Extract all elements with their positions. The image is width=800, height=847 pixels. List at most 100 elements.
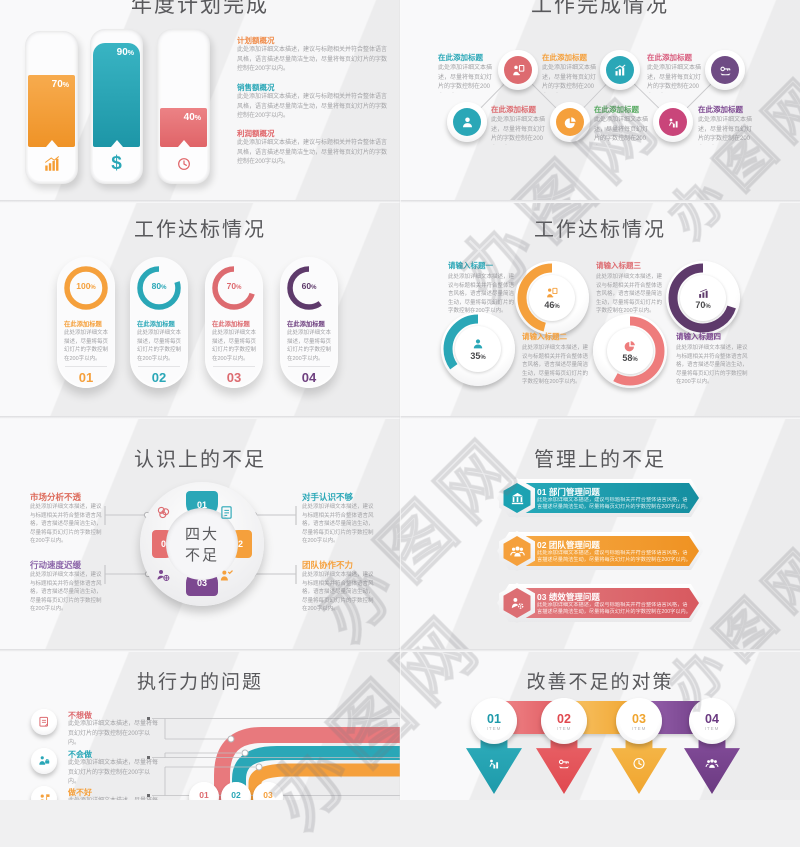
donut-center: 70% [680, 275, 726, 321]
node-circle [447, 102, 487, 142]
item-body: 此处添加详细文本描述，尽量将每页幻灯片的字数控制在200字以内。 [68, 797, 160, 800]
node-circle [653, 102, 693, 142]
node-circle [705, 50, 745, 90]
divider [288, 366, 330, 367]
node-number: 02 [231, 790, 241, 800]
item-title: 请输入标题四 [676, 332, 721, 341]
node-label: 在此添加标题 [542, 53, 587, 62]
slide-title: 管理上的不足 [534, 449, 666, 471]
donut-badge: 70% [666, 261, 740, 335]
hex-wrap [499, 583, 535, 623]
step-label: ITEM [631, 725, 647, 731]
item-body: 此处添加详细文本描述，建议与标题相关并符合整体语言风格，语言描述尽量简洁生动，尽… [237, 140, 388, 166]
cylinder-bar-90: 90% $ [90, 29, 143, 184]
climb-icon [659, 108, 687, 136]
road-node: 01 [189, 782, 219, 800]
step-circle: 04 ITEM [689, 698, 735, 744]
item-body: 此处添加详细文本描述，建议与标题相关并符合整体语言风格，语言描述尽量简洁生动，尽… [676, 345, 748, 386]
donut-value: 46% [544, 300, 560, 310]
step-circle-inner: 03 ITEM [620, 702, 658, 740]
card-number: 04 [301, 370, 317, 385]
presenter-icon [545, 286, 559, 300]
slide-work-completion: 工作完成情况 在此添加标题 此处添加详细文本描述，尽量将每页幻灯片的字 [400, 0, 800, 201]
banner-body: 此处添加详细文本描述，建议与标题相关并符合整体语言风格，语言描述尽量简洁生动，尽… [537, 550, 691, 564]
donut-badge: 35% [441, 312, 515, 386]
banner-body: 此处添加详细文本描述，建议与标题相关并符合整体语言风格，语言描述尽量简洁生动，尽… [537, 497, 691, 511]
donut-center: 58% [607, 328, 653, 374]
bar-footer [28, 140, 75, 181]
divider [138, 366, 180, 367]
donut-center: 35% [455, 326, 501, 372]
road-diagram [152, 718, 400, 800]
item-title: 请输入标题二 [522, 332, 567, 341]
slide-title: 年度计划完成 [131, 0, 269, 17]
donut-center: 46% [529, 275, 575, 321]
step-circle: 03 ITEM [616, 698, 662, 744]
node-label: 在此添加标题 [698, 105, 743, 114]
card-number: 02 [151, 370, 167, 385]
node-body: 此处添加详细文本描述，尽量将每页幻灯片的字数控制在200字以内。 [438, 65, 492, 91]
pie-chart-icon [623, 339, 637, 353]
notch [45, 140, 58, 147]
notch [177, 140, 190, 147]
road-node: 03 [253, 782, 283, 800]
ring-value: 70% [226, 281, 242, 291]
stat-card: 60% 在此添加标题 此处添加详细文本描述，尽量将每页幻灯片的字数控制在200字… [280, 257, 338, 388]
stat-card: 100% 在此添加标题 此处添加详细文本描述，尽量将每页幻灯片的字数控制在200… [57, 257, 115, 388]
slide-title: 改善不足的对策 [526, 672, 674, 693]
item-title: 不想做 [68, 711, 92, 720]
bar-footer: $ [93, 140, 140, 181]
item-title: 请输入标题三 [596, 261, 641, 270]
stat-card: 70% 在此添加标题 此处添加详细文本描述，尽量将每页幻灯片的字数控制在200字… [205, 257, 263, 388]
progress-ring [137, 266, 181, 310]
hex-wrap [499, 478, 535, 518]
bar-chart-icon [697, 287, 710, 300]
card-title: 在此添加标题 [287, 321, 325, 328]
item-body: 此处添加详细文本描述，建议与标题相关并符合整体语言风格，语言描述尽量简洁生动，尽… [302, 504, 374, 545]
connector-square [147, 794, 150, 797]
node-body: 此处添加详细文本描述，尽量将每页幻灯片的字数控制在200字以内。 [647, 65, 701, 91]
person-icon [471, 337, 485, 351]
item-body: 此处添加详细文本描述，建议与标题相关并符合整体语言风格，语言描述尽量简洁生动，尽… [30, 572, 102, 613]
slide-target-cards: 工作达标情况 100% 在此添加标题 此处添加详细文本描述，尽量将每页幻灯片的字… [0, 201, 400, 417]
node-circle [600, 50, 640, 90]
card-body: 此处添加详细文本描述，尽量将每页幻灯片的字数控制在200字以内。 [64, 330, 108, 362]
connector-square [147, 717, 150, 720]
item-body: 此处添加详细文本描述，尽量将每页幻灯片的字数控制在200字以内。 [68, 760, 159, 786]
document-icon [218, 504, 235, 521]
person-icon [453, 108, 481, 136]
divider [213, 366, 255, 367]
climb-icon [487, 756, 502, 771]
slide-annual-plan: 年度计划完成 70% 90% $ 40% [0, 0, 400, 201]
chart-up-icon [606, 56, 634, 84]
progress-ring [64, 266, 108, 310]
item-badge [31, 709, 57, 735]
card-body: 此处添加详细文本描述，尽量将每页幻灯片的字数控制在200字以内。 [212, 330, 256, 362]
person-check-icon [218, 567, 235, 584]
pie-chart-icon [556, 108, 584, 136]
step-circle: 02 ITEM [541, 698, 587, 744]
item-body: 此处添加详细文本描述，建议与标题相关并符合整体语言风格，语言描述尽量简洁生动，尽… [522, 345, 589, 386]
card-body: 此处添加详细文本描述，尽量将每页幻灯片的字数控制在200字以内。 [137, 330, 181, 362]
card-number: 01 [78, 370, 94, 385]
progress-ring [212, 266, 256, 310]
slide-title: 认识上的不足 [134, 449, 266, 471]
progress-ring [595, 316, 665, 386]
item-body: 此处添加详细文本描述，建议与标题相关并符合整体语言风格，语言描述尽量简洁生动，尽… [30, 504, 102, 545]
node-body: 此处添加详细文本描述，尽量将每页幻灯片的字数控制在200字以内。 [542, 65, 596, 91]
bar-value: 70% [51, 79, 69, 90]
item-title: 做不好 [68, 788, 92, 797]
ring-value: 100% [76, 281, 96, 291]
item-title: 不会做 [68, 750, 92, 759]
stat-card: 80% 在此添加标题 此处添加详细文本描述，尽量将每页幻灯片的字数控制在200字… [130, 257, 188, 388]
dollar-icon: $ [111, 153, 122, 174]
ring-value: 60% [301, 281, 317, 291]
slide-management-gaps: 管理上的不足 01 部门管理问题 此处添加详细文本描述，建议与标题相关并符合整体… [400, 417, 800, 650]
ring-value: 80% [151, 281, 167, 291]
slide-title: 工作达标情况 [534, 219, 666, 241]
cylinder-bar-70: 70% [25, 31, 78, 184]
donut-badge: 46% [515, 261, 589, 335]
bar-chart-icon [43, 155, 61, 173]
bar-value: 40% [183, 112, 201, 123]
